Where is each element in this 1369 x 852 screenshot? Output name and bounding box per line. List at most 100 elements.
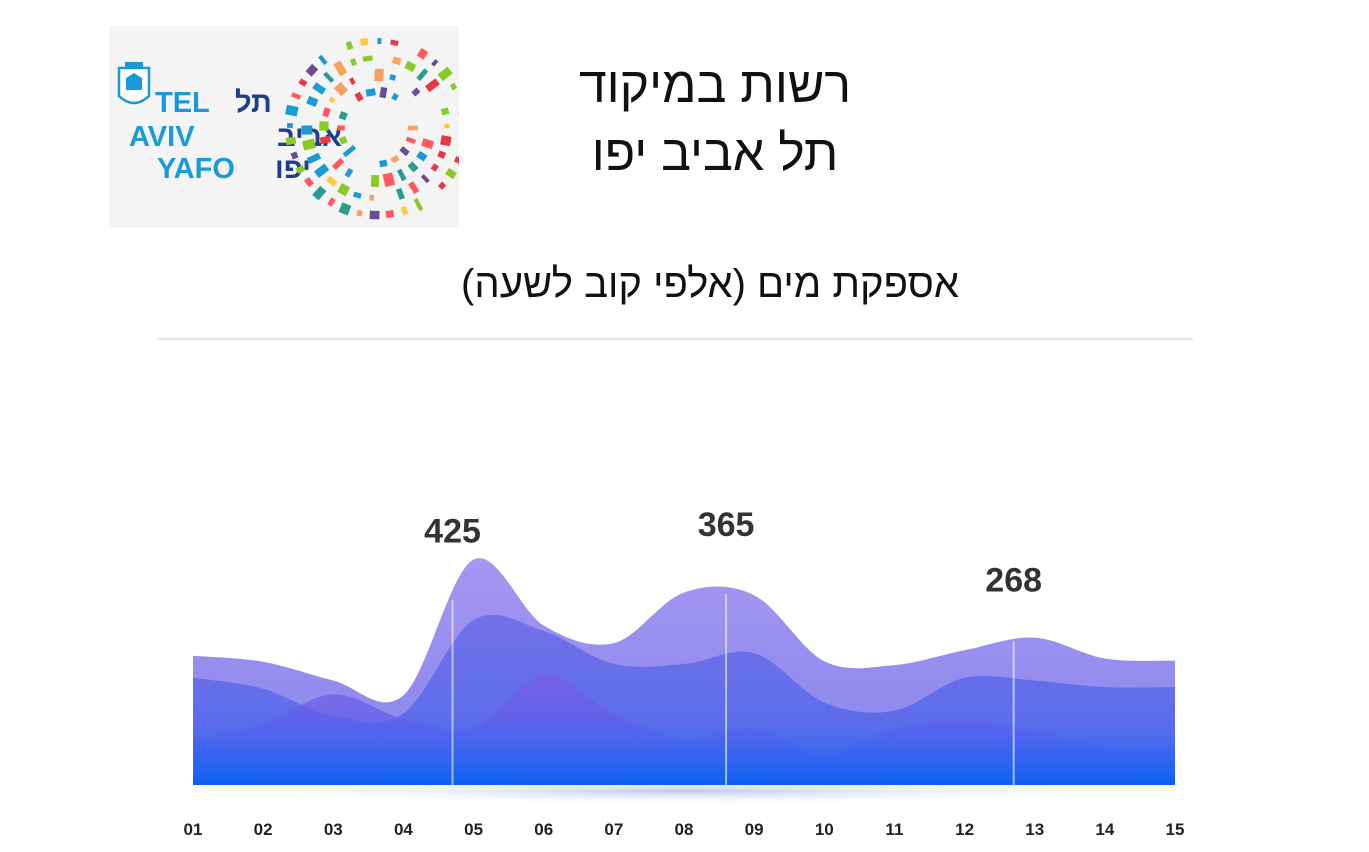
confetti-piece bbox=[327, 197, 336, 207]
confetti-piece bbox=[360, 37, 369, 46]
confetti-piece bbox=[313, 163, 330, 178]
confetti-piece bbox=[437, 66, 453, 82]
logo-aviv: AVIV bbox=[129, 121, 195, 153]
x-tick-label: 02 bbox=[254, 820, 273, 839]
city-logo: TEL תל AVIV אביב YAFO יפו bbox=[109, 26, 459, 228]
x-tick-label: 07 bbox=[604, 820, 623, 839]
confetti-piece bbox=[362, 55, 373, 62]
logo-yafo: YAFO bbox=[157, 153, 235, 185]
confetti-piece bbox=[333, 60, 348, 77]
confetti-piece bbox=[390, 154, 400, 164]
confetti-piece bbox=[440, 107, 450, 116]
x-tick-label: 13 bbox=[1025, 820, 1044, 839]
confetti-piece bbox=[306, 95, 319, 108]
confetti-piece bbox=[291, 92, 302, 100]
confetti-piece bbox=[319, 121, 329, 131]
confetti-piece bbox=[365, 88, 376, 97]
confetti-piece bbox=[377, 38, 382, 44]
confetti-piece bbox=[319, 135, 332, 145]
x-tick-label: 03 bbox=[324, 820, 343, 839]
confetti-piece bbox=[338, 136, 348, 145]
x-tick-label: 12 bbox=[955, 820, 974, 839]
confetti-piece bbox=[312, 185, 327, 201]
confetti-piece bbox=[302, 138, 317, 151]
confetti-piece bbox=[431, 59, 439, 67]
confetti-piece bbox=[411, 87, 421, 97]
confetti-piece bbox=[379, 86, 388, 99]
confetti-piece bbox=[318, 54, 328, 66]
confetti-piece bbox=[413, 197, 424, 212]
confetti-piece bbox=[370, 174, 380, 187]
confetti-piece bbox=[385, 209, 395, 219]
confetti-piece bbox=[352, 191, 362, 199]
confetti-piece bbox=[287, 123, 293, 129]
confetti-piece bbox=[290, 151, 299, 160]
confetti-piece bbox=[420, 174, 430, 184]
confetti-piece bbox=[322, 107, 331, 118]
annotation-label-1: 425 bbox=[424, 512, 481, 550]
confetti-piece bbox=[306, 152, 322, 165]
x-tick-label: 09 bbox=[745, 820, 764, 839]
confetti-piece bbox=[408, 181, 420, 195]
x-tick-label: 15 bbox=[1166, 820, 1185, 839]
confetti-piece bbox=[298, 78, 308, 87]
confetti-piece bbox=[416, 47, 429, 60]
confetti-piece bbox=[312, 82, 327, 95]
confetti-piece bbox=[323, 71, 335, 83]
annotation-label-3: 268 bbox=[985, 561, 1042, 599]
x-tick-label: 14 bbox=[1095, 820, 1114, 839]
logo-tel-he: תל bbox=[235, 87, 272, 119]
confetti-piece bbox=[407, 125, 419, 131]
confetti-piece bbox=[437, 181, 447, 190]
confetti-piece bbox=[285, 136, 297, 146]
confetti-piece bbox=[331, 157, 345, 171]
confetti-piece bbox=[399, 146, 410, 157]
confetti-piece bbox=[345, 40, 354, 51]
page-title-city: תל אביב יפו bbox=[591, 125, 839, 181]
confetti-piece bbox=[390, 39, 399, 46]
confetti-piece bbox=[421, 138, 435, 150]
confetti-piece bbox=[379, 159, 388, 168]
confetti-ring bbox=[285, 37, 459, 220]
chart-base-band bbox=[193, 715, 1175, 785]
confetti-piece bbox=[391, 56, 402, 66]
confetti-piece bbox=[405, 136, 417, 145]
confetti-piece bbox=[453, 156, 459, 164]
confetti-piece bbox=[369, 194, 375, 201]
confetti-piece bbox=[295, 164, 306, 174]
confetti-piece bbox=[333, 81, 349, 97]
confetti-piece bbox=[407, 161, 419, 173]
divider bbox=[157, 338, 1193, 340]
confetti-piece bbox=[424, 78, 440, 93]
x-tick-label: 04 bbox=[394, 820, 413, 839]
x-tick-label: 05 bbox=[464, 820, 483, 839]
confetti-piece bbox=[301, 125, 313, 135]
confetti-piece bbox=[416, 150, 428, 162]
x-tick-label: 11 bbox=[885, 820, 903, 839]
confetti-piece bbox=[374, 68, 384, 82]
confetti-piece bbox=[391, 92, 399, 101]
confetti-piece bbox=[344, 168, 354, 178]
confetti-piece bbox=[305, 63, 319, 77]
confetti-piece bbox=[430, 163, 439, 172]
confetti-piece bbox=[444, 123, 450, 129]
confetti-piece bbox=[338, 202, 352, 216]
confetti-piece bbox=[303, 176, 314, 188]
confetti-piece bbox=[348, 77, 356, 85]
confetti-piece bbox=[382, 172, 396, 187]
water-supply-chart: 425 365 268 01 02 03 04 05 06 07 08 09 10 11 12 13 14 15 bbox=[184, 506, 1185, 839]
confetti-piece bbox=[326, 175, 338, 187]
x-tick-label: 06 bbox=[534, 820, 553, 839]
confetti-piece bbox=[396, 187, 405, 200]
confetti-piece bbox=[369, 210, 380, 220]
confetti-piece bbox=[437, 150, 447, 159]
confetti-piece bbox=[285, 104, 299, 117]
confetti-piece bbox=[342, 144, 357, 158]
confetti-piece bbox=[396, 168, 407, 182]
confetti-piece bbox=[356, 209, 363, 217]
confetti-piece bbox=[389, 73, 397, 81]
x-tick-label: 08 bbox=[675, 820, 694, 839]
logo-graphic: TEL תל AVIV אביב YAFO יפו bbox=[117, 37, 459, 220]
confetti-piece bbox=[416, 68, 429, 82]
confetti-piece bbox=[337, 125, 345, 131]
